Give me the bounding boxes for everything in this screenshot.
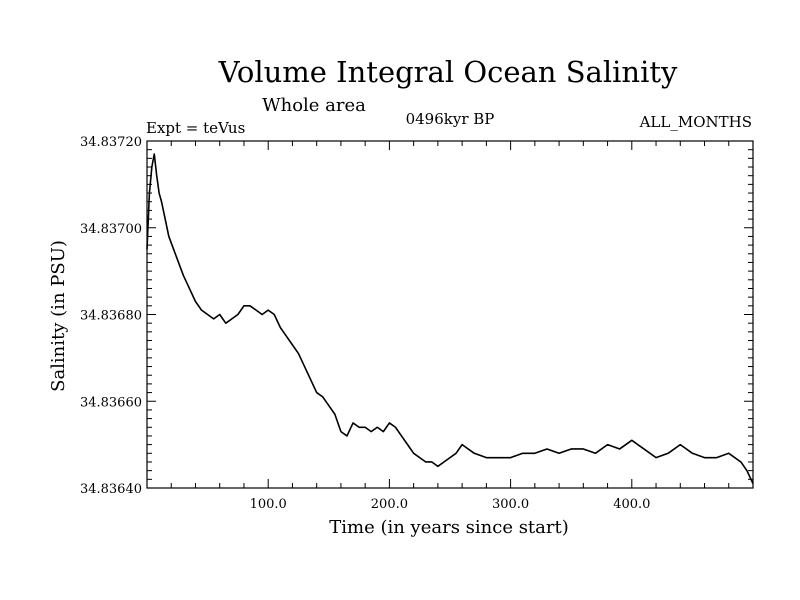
y-tick-label: 34.83680 (80, 309, 142, 324)
y-tick-label: 34.83640 (80, 482, 142, 497)
salinity-series-line (146, 153, 754, 484)
period-label: 0496kyr BP (406, 110, 495, 128)
experiment-label: Expt = teVus (146, 119, 245, 137)
x-tick-label: 400.0 (613, 497, 650, 512)
y-tick-label: 34.83720 (80, 135, 142, 150)
months-label: ALL_MONTHS (639, 113, 752, 131)
y-tick-label: 34.83660 (80, 395, 142, 410)
x-tick-label: 100.0 (250, 497, 287, 512)
y-tick-label: 34.83700 (80, 222, 142, 237)
plot-frame (146, 140, 754, 489)
chart-subtitle: Whole area (262, 95, 366, 116)
x-tick-label: 300.0 (492, 497, 529, 512)
y-axis-label: Salinity (in PSU) (48, 240, 69, 392)
x-tick-label: 200.0 (371, 497, 408, 512)
ticks-layer: 100.0 200.0 300.0 400.0 34.83640 34.83660 34.8… (80, 135, 753, 512)
chart-title: Volume Integral Ocean Salinity (218, 55, 678, 89)
x-axis-label: Time (in years since start) (329, 517, 569, 538)
